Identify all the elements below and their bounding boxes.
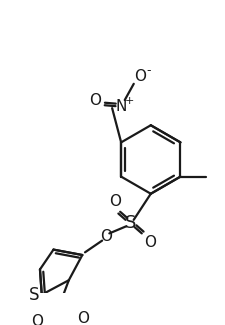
Text: +: + xyxy=(125,96,134,106)
Text: O: O xyxy=(31,314,43,325)
Text: -: - xyxy=(147,64,151,77)
Text: S: S xyxy=(28,286,39,304)
Text: S: S xyxy=(125,214,137,232)
Text: N: N xyxy=(115,99,127,114)
Text: O: O xyxy=(89,93,101,109)
Text: O: O xyxy=(100,229,112,244)
Text: O: O xyxy=(109,194,121,209)
Text: O: O xyxy=(134,69,146,84)
Text: O: O xyxy=(144,235,156,250)
Text: O: O xyxy=(77,311,89,325)
